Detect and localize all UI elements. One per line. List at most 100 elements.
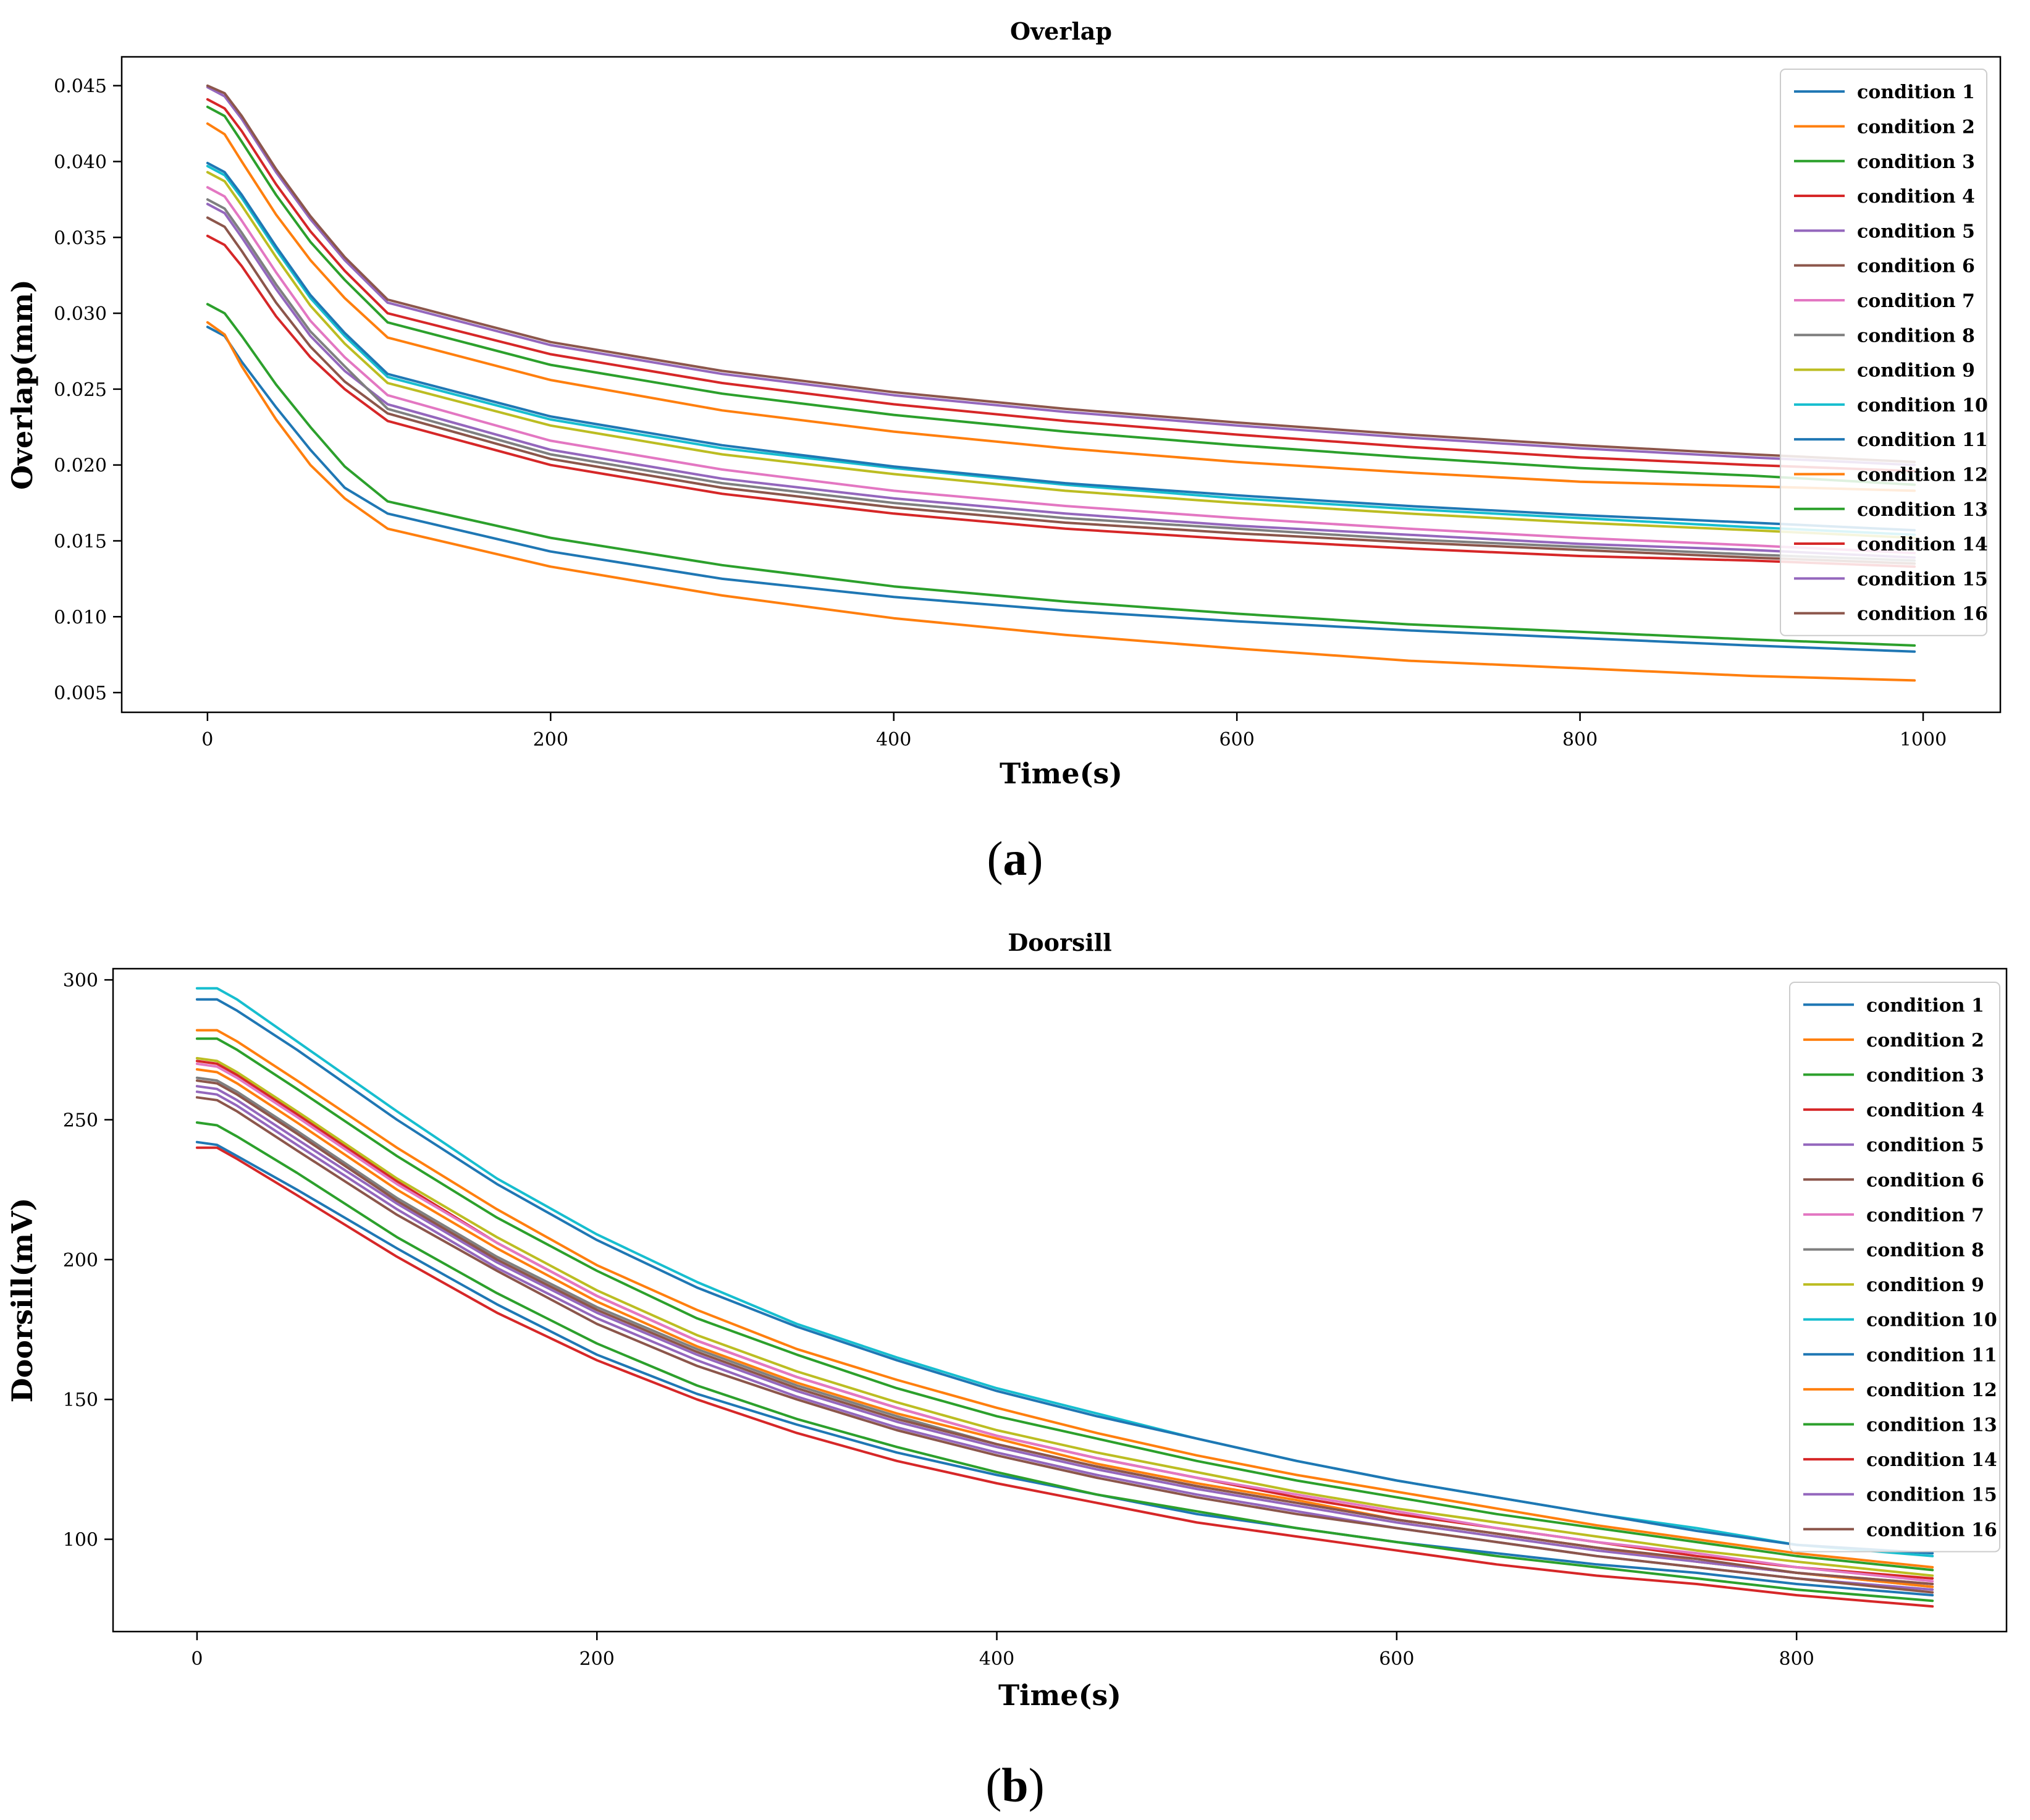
series-line-condition-6 xyxy=(206,216,1916,565)
legend-label: condition 12 xyxy=(1857,464,1988,486)
series-line-condition-12 xyxy=(195,1068,1934,1588)
y-tick-label: 0.045 xyxy=(54,76,107,98)
series-line-condition-9 xyxy=(195,1056,1934,1577)
x-tick-label: 0 xyxy=(191,1648,203,1670)
x-tick-label: 0 xyxy=(201,729,213,751)
legend-label: condition 3 xyxy=(1857,151,1975,173)
y-tick-label: 0.015 xyxy=(54,531,107,552)
y-axis-label: Overlap(mm) xyxy=(6,279,39,490)
legend-label: condition 9 xyxy=(1866,1274,1984,1296)
x-tick-label: 800 xyxy=(1562,729,1598,751)
series-line-condition-11 xyxy=(206,161,1916,532)
y-tick-label: 0.040 xyxy=(54,151,107,173)
series-line-condition-1 xyxy=(195,1140,1934,1597)
y-tick-label: 0.010 xyxy=(54,607,107,628)
x-axis-label: Time(s) xyxy=(998,1679,1121,1712)
y-tick-label: 200 xyxy=(63,1250,98,1271)
y-tick-label: 0.025 xyxy=(54,379,107,401)
x-tick-label: 1000 xyxy=(1900,729,1947,751)
y-tick-label: 0.005 xyxy=(54,683,107,704)
y-tick-label: 150 xyxy=(63,1389,98,1411)
series-line-condition-15 xyxy=(195,1085,1934,1585)
series-line-condition-16 xyxy=(206,84,1916,463)
legend-label: condition 2 xyxy=(1866,1030,1984,1051)
plot-frame xyxy=(112,967,2008,1633)
y-axis-label: Doorsill(mV) xyxy=(6,1198,39,1403)
series-line-condition-1 xyxy=(206,326,1916,653)
legend-label: condition 4 xyxy=(1866,1100,1984,1121)
legend-label: condition 15 xyxy=(1866,1485,1997,1506)
series-line-condition-5 xyxy=(206,203,1916,559)
x-tick-label: 200 xyxy=(579,1648,615,1670)
legend-label: condition 5 xyxy=(1857,221,1975,242)
series-line-condition-8 xyxy=(206,198,1916,562)
legend-box xyxy=(1789,982,2000,1552)
legend-label: condition 16 xyxy=(1857,604,1988,625)
legend-label: condition 7 xyxy=(1866,1205,1984,1226)
series-line-condition-4 xyxy=(206,234,1916,568)
series-line-condition-15 xyxy=(206,86,1916,466)
series-line-condition-16 xyxy=(195,1079,1934,1585)
legend-label: condition 13 xyxy=(1866,1415,1997,1436)
series-line-condition-3 xyxy=(206,303,1916,647)
x-tick-label: 400 xyxy=(876,729,911,751)
legend-label: condition 1 xyxy=(1866,995,1984,1016)
legend: condition 1 condition 2 condition 3 conditi… xyxy=(1780,69,1988,636)
x-tick-label: 600 xyxy=(1219,729,1255,751)
series-line-condition-14 xyxy=(195,1146,1934,1608)
legend-label: condition 6 xyxy=(1866,1169,1984,1191)
legend-label: condition 11 xyxy=(1866,1344,1997,1366)
legend-label: condition 7 xyxy=(1857,290,1975,312)
series-line-condition-5 xyxy=(195,1090,1934,1591)
legend-box xyxy=(1780,69,1987,636)
series-line-condition-2 xyxy=(206,321,1916,682)
legend-label: condition 5 xyxy=(1866,1135,1984,1156)
series-line-condition-8 xyxy=(195,1076,1934,1588)
legend-label: condition 2 xyxy=(1857,116,1975,138)
series-line-condition-2 xyxy=(195,1029,1934,1569)
y-tick-label: 300 xyxy=(63,970,98,992)
series-line-condition-14 xyxy=(206,98,1916,473)
series-line-condition-9 xyxy=(206,171,1916,539)
x-tick-label: 600 xyxy=(1379,1648,1414,1670)
chart-title: Overlap xyxy=(1010,17,1112,45)
legend-label: condition 14 xyxy=(1866,1449,1997,1471)
y-tick-label: 250 xyxy=(63,1110,98,1131)
legend: condition 1 condition 2 condition 3 conditi… xyxy=(1789,982,2000,1552)
series-line-condition-3 xyxy=(195,1037,1934,1572)
plot-frame xyxy=(120,56,2002,714)
legend-label: condition 6 xyxy=(1857,256,1975,277)
series-line-condition-11 xyxy=(195,998,1934,1555)
legend-label: condition 4 xyxy=(1857,186,1975,208)
legend-label: condition 1 xyxy=(1857,82,1975,103)
legend-label: condition 12 xyxy=(1866,1380,1997,1401)
series-line-condition-10 xyxy=(206,164,1916,536)
y-tick-label: 100 xyxy=(63,1530,98,1551)
legend-label: condition 10 xyxy=(1857,395,1988,416)
legend-label: condition 13 xyxy=(1857,499,1988,521)
series-line-condition-6 xyxy=(195,1096,1934,1594)
chart-doorsill: Doorsill 0 200 400 600 800 100 150 200 250 300 Time… xyxy=(6,929,2008,1712)
series-line-condition-13 xyxy=(195,1121,1934,1603)
y-tick-label: 0.020 xyxy=(54,455,107,477)
series-line-condition-12 xyxy=(206,122,1916,492)
panel-label-a: (a) xyxy=(987,832,1043,885)
y-tick-label: 0.030 xyxy=(54,303,107,325)
panel-label-b: (b) xyxy=(985,1758,1045,1812)
legend-label: condition 11 xyxy=(1857,429,1988,451)
series-line-condition-4 xyxy=(195,1060,1934,1580)
series-line-condition-13 xyxy=(206,106,1916,486)
x-tick-label: 800 xyxy=(1779,1648,1814,1670)
x-tick-label: 400 xyxy=(979,1648,1014,1670)
legend-label: condition 9 xyxy=(1857,360,1975,382)
legend-label: condition 10 xyxy=(1866,1310,1997,1331)
legend-label: condition 14 xyxy=(1857,534,1988,555)
x-axis-label: Time(s) xyxy=(1000,757,1122,790)
legend-label: condition 15 xyxy=(1857,568,1988,590)
chart-title: Doorsill xyxy=(1008,929,1111,956)
legend-label: condition 8 xyxy=(1866,1240,1984,1262)
legend-label: condition 16 xyxy=(1866,1519,1997,1541)
series-line-condition-7 xyxy=(195,1062,1934,1583)
legend-label: condition 3 xyxy=(1866,1065,1984,1087)
legend-label: condition 8 xyxy=(1857,325,1975,347)
